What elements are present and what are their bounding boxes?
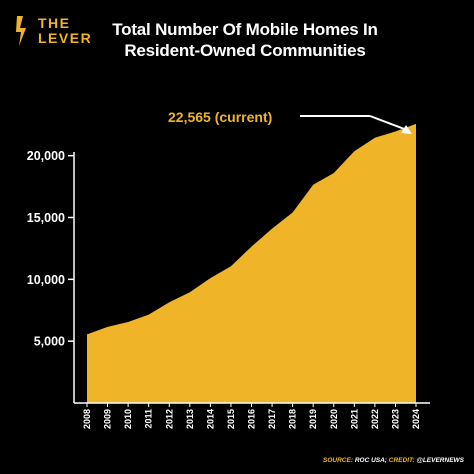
x-tick-label: 2009 <box>103 409 113 429</box>
annotation-arrowhead <box>401 125 412 134</box>
x-tick-label: 2017 <box>267 409 277 429</box>
x-tick-label: 2020 <box>329 409 339 429</box>
y-tick-label: 15,000 <box>27 211 65 225</box>
x-tick-label: 2023 <box>390 409 400 429</box>
lightning-slash-icon <box>16 16 26 46</box>
x-tick-label: 2016 <box>247 409 257 429</box>
current-annotation: 22,565 (current) <box>168 109 412 134</box>
x-tick-label: 2015 <box>226 409 236 429</box>
x-tick-label: 2013 <box>185 409 195 429</box>
y-ticks: 5,000 10,000 15,000 20,000 <box>27 149 74 349</box>
y-tick-label: 20,000 <box>27 149 65 163</box>
brand-line-1: THE <box>38 15 71 31</box>
y-tick-label: 10,000 <box>27 273 65 287</box>
credit-label: CREDIT: <box>388 457 415 464</box>
source-credit: SOURCE: ROC USA; CREDIT: @LEVERNEWS <box>323 457 464 464</box>
annotation-label: 22,565 (current) <box>168 109 272 125</box>
x-tick-label: 2010 <box>123 409 133 429</box>
source-label: SOURCE: <box>323 457 354 464</box>
brand-line-2: LEVER <box>38 30 93 46</box>
x-tick-label: 2022 <box>370 409 380 429</box>
chart-title: Total Number Of Mobile Homes In Resident… <box>112 20 378 60</box>
area-layer <box>87 123 416 404</box>
y-tick-label: 5,000 <box>34 335 65 349</box>
x-tick-label: 2018 <box>288 409 298 429</box>
x-tick-label: 2008 <box>82 409 92 429</box>
credit-text: @LEVERNEWS <box>416 457 464 464</box>
brand-name: THE LEVER <box>38 16 92 46</box>
x-ticks: 2008 2009 2010 2011 2012 2013 2014 2015 2016 2017… <box>82 403 421 429</box>
x-tick-label: 2012 <box>164 409 174 429</box>
area-series <box>87 123 416 404</box>
brand-logo: THE LEVER <box>14 14 92 48</box>
source-text: ROC USA; <box>354 457 387 464</box>
annotation-arrow-line-2 <box>369 115 408 131</box>
x-tick-label: 2011 <box>144 409 154 429</box>
x-tick-label: 2024 <box>411 409 421 429</box>
x-tick-label: 2014 <box>205 409 215 429</box>
x-tick-label: 2019 <box>308 409 318 429</box>
x-tick-label: 2021 <box>349 409 359 429</box>
